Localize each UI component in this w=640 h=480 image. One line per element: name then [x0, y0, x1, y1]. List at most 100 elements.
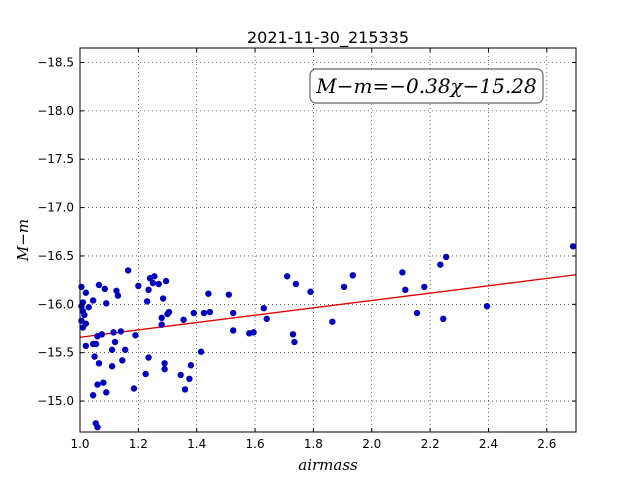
data-point [283, 273, 291, 280]
data-point [440, 315, 447, 323]
x-tick-label: 1.2 [129, 437, 148, 451]
data-point [89, 297, 97, 304]
data-point [205, 290, 212, 297]
data-point [119, 357, 126, 364]
data-points [78, 243, 577, 431]
x-axis-label: airmass [298, 456, 358, 474]
grid [79, 48, 576, 432]
y-axis-label: M−m [14, 219, 32, 262]
data-point [307, 288, 314, 295]
data-point [92, 420, 99, 427]
y-tick-label: −18.5 [37, 56, 74, 70]
y-tick-label: −18.0 [37, 104, 74, 118]
data-point [263, 315, 270, 323]
data-point [98, 331, 106, 338]
data-point [85, 304, 92, 311]
data-point [149, 279, 157, 287]
data-point [103, 300, 110, 307]
data-point [225, 291, 232, 298]
y-tick-label: −15.0 [37, 394, 74, 408]
data-point [95, 360, 103, 367]
data-point [78, 283, 85, 291]
y-tick-label: −17.0 [37, 201, 74, 215]
data-point [143, 298, 151, 305]
data-point [91, 353, 98, 360]
data-point [110, 329, 117, 336]
data-point [114, 292, 122, 299]
data-point [165, 308, 173, 316]
x-tick-label: 2.6 [537, 437, 556, 451]
x-tick-label: 2.4 [479, 437, 498, 451]
data-point [206, 308, 214, 316]
data-point [82, 289, 90, 296]
fit-equation: M−m=−0.38χ−15.28 [315, 74, 536, 98]
data-point [82, 342, 90, 350]
data-point [162, 277, 170, 285]
chart-title: 2021-11-30_215335 [247, 28, 409, 48]
data-point [145, 354, 152, 361]
data-point [79, 307, 87, 315]
plot-frame [79, 47, 577, 433]
x-tick-label: 1.6 [246, 437, 265, 451]
data-point [122, 346, 129, 353]
data-point [159, 295, 167, 302]
data-point [180, 316, 187, 323]
data-point [145, 286, 152, 294]
data-point [78, 317, 85, 324]
data-point [569, 243, 577, 250]
data-point [229, 327, 237, 334]
data-point [442, 253, 450, 261]
data-point [289, 331, 297, 338]
data-point [130, 385, 138, 392]
data-point [197, 348, 205, 355]
data-point [329, 318, 336, 325]
data-point [108, 363, 116, 370]
x-tick-label: 1.8 [304, 437, 323, 451]
fit-equation-box: M−m=−0.38χ−15.28 [309, 68, 544, 104]
data-point [349, 272, 356, 279]
data-point [190, 309, 197, 317]
data-point [135, 282, 142, 290]
data-point [437, 261, 444, 268]
data-point [181, 386, 189, 393]
data-point [186, 375, 193, 383]
data-point [177, 371, 184, 379]
data-point [100, 379, 107, 386]
data-point [111, 338, 119, 346]
data-point [132, 332, 139, 339]
y-tick-label: −16.5 [37, 249, 74, 263]
x-tick-label: 1.4 [187, 437, 206, 451]
data-point [95, 281, 103, 289]
data-point [117, 328, 125, 335]
data-point [158, 321, 165, 328]
data-point [483, 303, 491, 310]
y-tick-label: −17.5 [37, 152, 74, 166]
data-point [151, 273, 158, 280]
data-point [158, 314, 165, 322]
y-tick-label: −16.0 [37, 297, 74, 311]
data-point [340, 283, 348, 291]
data-point [291, 338, 298, 346]
data-point [421, 283, 428, 291]
data-point [89, 392, 97, 399]
data-point [94, 381, 101, 388]
data-point [124, 267, 132, 274]
data-point [108, 346, 116, 353]
x-tick-label: 2.0 [362, 437, 381, 451]
ticks: 1.0 1.2 1.4 1.6 1.8 2.0 2.2 2.4 2.6 −15.0 −15.5 −16… [37, 48, 576, 451]
data-point [161, 365, 168, 373]
data-point [142, 370, 149, 378]
x-tick-label: 2.2 [421, 437, 440, 451]
data-point [399, 269, 406, 276]
data-point [250, 329, 257, 336]
data-point [200, 309, 208, 317]
data-point [161, 360, 168, 367]
data-point [292, 280, 300, 288]
data-point [402, 286, 409, 294]
y-tick-label: −15.5 [37, 346, 74, 360]
data-point [413, 309, 421, 317]
x-tick-label: 1.0 [70, 437, 89, 451]
data-point [155, 280, 162, 288]
data-point [260, 304, 268, 312]
